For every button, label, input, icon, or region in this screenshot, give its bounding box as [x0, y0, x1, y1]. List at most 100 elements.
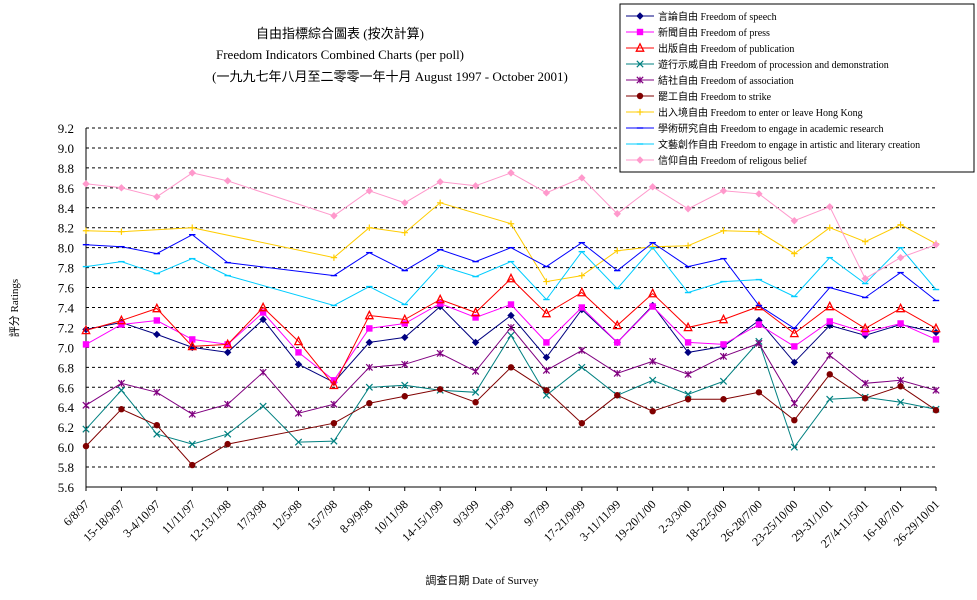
data-point [790, 358, 799, 367]
data-point [506, 272, 516, 283]
data-point [153, 430, 161, 438]
data-point [401, 333, 409, 342]
x-tick-label: 9/3/99 [450, 497, 482, 529]
data-point [755, 321, 763, 328]
series-1 [82, 301, 940, 386]
series-line [85, 246, 937, 307]
data-point [543, 339, 550, 346]
data-point [507, 220, 515, 227]
data-point [861, 238, 869, 245]
data-point [578, 174, 586, 182]
data-point [649, 357, 657, 365]
data-point [897, 221, 904, 228]
data-point [507, 364, 515, 371]
chart-subtitle: Freedom Indicators Combined Charts (per … [216, 47, 464, 62]
data-point [365, 363, 373, 371]
x-tick-label: 15/7/98 [304, 497, 340, 533]
data-point [436, 349, 444, 357]
data-point [330, 212, 338, 220]
data-point [613, 210, 621, 218]
data-point [472, 314, 479, 321]
data-point [153, 421, 161, 429]
data-point [614, 392, 621, 399]
data-point [897, 383, 904, 390]
data-point [329, 379, 339, 390]
legend: 言論自由 Freedom of speech 新聞自由 Freedom of pr… [619, 3, 975, 173]
data-point [861, 274, 869, 283]
data-point [259, 402, 267, 410]
data-point [364, 309, 375, 320]
x-tick-label: 8-9/9/98 [337, 497, 376, 536]
data-point [118, 406, 125, 413]
x-tick-label: 12/5/98 [269, 497, 305, 533]
y-tick-label: 8.8 [58, 161, 74, 176]
series-7 [82, 199, 940, 285]
data-point [82, 401, 90, 409]
data-point [188, 410, 196, 418]
series-lines [81, 169, 941, 469]
chart-subtitle-period: (一九九七年八月至二零零一年十月 August 1997 - October 2… [212, 69, 568, 84]
data-point [82, 341, 90, 348]
data-point [614, 339, 621, 346]
x-tick-label: 17/3/98 [233, 497, 269, 533]
data-point [578, 346, 586, 355]
data-point [365, 383, 373, 391]
y-tick-label: 7.8 [58, 261, 74, 276]
legend-item: 學術研究自由 Freedom to engage in academic res… [626, 122, 883, 135]
legend-marker [636, 60, 644, 68]
data-point [224, 440, 231, 448]
data-point [365, 187, 374, 195]
y-tick-label: 5.8 [58, 460, 74, 475]
series-8 [82, 234, 940, 330]
data-point [436, 178, 444, 186]
data-point [543, 278, 550, 285]
data-point [472, 399, 479, 406]
series-line [85, 202, 937, 283]
series-3 [81, 272, 941, 390]
data-point [542, 353, 551, 362]
data-point [897, 320, 904, 327]
data-point [791, 343, 798, 350]
data-point [649, 408, 656, 415]
legend-item: 罷工自由 Freedom to strike [626, 90, 772, 103]
legend-item: 文藝創作自由 Freedom to engage in artistic and… [626, 138, 920, 151]
data-point [542, 189, 551, 197]
legend-item: 信仰自由 Freedom of religous belief [626, 154, 808, 167]
data-point [896, 398, 905, 406]
data-point [755, 228, 763, 235]
data-point [791, 250, 798, 257]
data-point [791, 416, 798, 424]
data-point [118, 321, 125, 328]
data-point [295, 349, 302, 356]
data-point [719, 187, 728, 195]
data-point [720, 341, 727, 348]
legend-item: 出版自由 Freedom of publication [626, 42, 794, 55]
data-point [188, 169, 196, 177]
data-point [720, 227, 727, 234]
data-point [789, 327, 800, 338]
legend-marker [635, 42, 645, 52]
data-point [82, 180, 90, 188]
data-point [188, 440, 196, 448]
data-point [932, 336, 940, 343]
legend-marker [636, 108, 644, 116]
legend-marker [636, 156, 644, 164]
data-point [293, 335, 304, 346]
data-point [189, 224, 196, 231]
legend-label: 出入境自由 Freedom to enter or leave Hong Kon… [658, 106, 863, 119]
data-point [861, 395, 869, 402]
data-point [82, 425, 90, 433]
data-point [826, 371, 833, 378]
y-tick-label: 6.0 [58, 440, 74, 455]
data-point [719, 377, 728, 385]
y-tick-label: 7.4 [58, 301, 75, 316]
y-tick-label: 6.2 [58, 420, 74, 435]
data-point [294, 360, 303, 369]
data-point [436, 386, 444, 393]
data-point [826, 203, 834, 211]
data-point [507, 311, 515, 320]
series-9 [82, 246, 940, 307]
data-point [683, 321, 693, 332]
legend-marker [636, 28, 644, 36]
data-point [366, 400, 373, 407]
